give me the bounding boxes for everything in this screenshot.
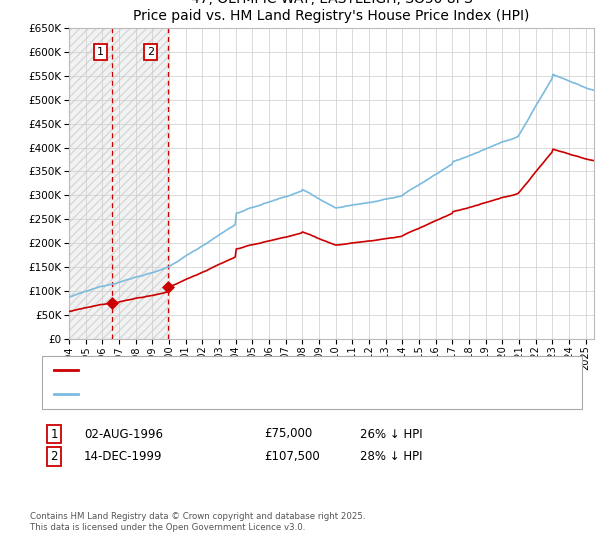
Text: 47, OLYMPIC WAY, EASTLEIGH, SO50 8PS (detached house): 47, OLYMPIC WAY, EASTLEIGH, SO50 8PS (de… — [84, 366, 406, 376]
Text: 28% ↓ HPI: 28% ↓ HPI — [360, 450, 422, 463]
Text: 14-DEC-1999: 14-DEC-1999 — [84, 450, 163, 463]
Text: 1: 1 — [50, 427, 58, 441]
Title: 47, OLYMPIC WAY, EASTLEIGH, SO50 8PS
Price paid vs. HM Land Registry's House Pri: 47, OLYMPIC WAY, EASTLEIGH, SO50 8PS Pri… — [133, 0, 530, 22]
Text: £107,500: £107,500 — [264, 450, 320, 463]
Text: Contains HM Land Registry data © Crown copyright and database right 2025.
This d: Contains HM Land Registry data © Crown c… — [30, 512, 365, 532]
Text: 2: 2 — [147, 47, 154, 57]
Text: 1: 1 — [97, 47, 104, 57]
Text: £75,000: £75,000 — [264, 427, 312, 441]
Text: HPI: Average price, detached house, Eastleigh: HPI: Average price, detached house, East… — [84, 389, 337, 399]
Text: 2: 2 — [50, 450, 58, 463]
Text: 26% ↓ HPI: 26% ↓ HPI — [360, 427, 422, 441]
Text: 02-AUG-1996: 02-AUG-1996 — [84, 427, 163, 441]
